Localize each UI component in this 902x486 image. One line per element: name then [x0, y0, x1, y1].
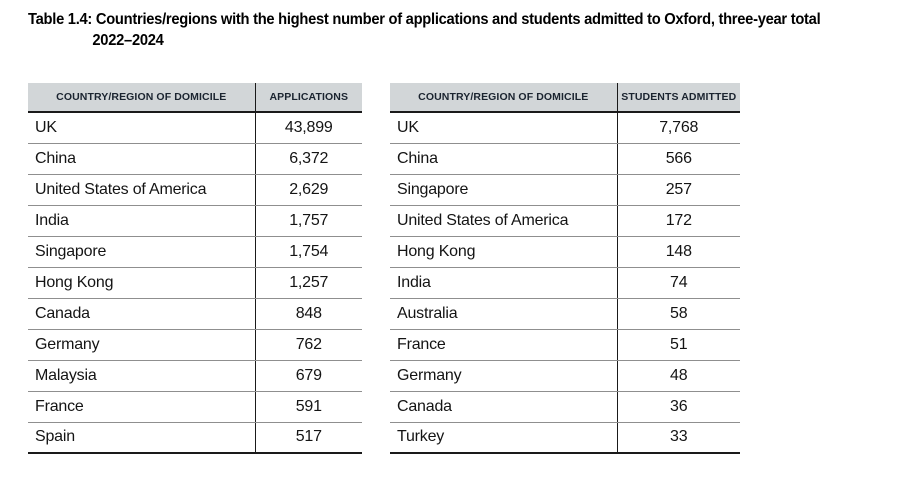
table-row: China 566	[390, 143, 740, 175]
table-row: United States of America 2,629	[28, 174, 362, 206]
table-row: China 6,372	[28, 143, 362, 175]
value-cell: 566	[616, 143, 740, 175]
value-cell: 679	[254, 360, 362, 392]
value-cell: 591	[254, 391, 362, 423]
value-cell: 148	[616, 236, 740, 268]
country-cell: Germany	[390, 360, 617, 392]
value-cell: 58	[616, 298, 740, 330]
column-header-students-admitted: STUDENTS ADMITTED	[616, 83, 740, 113]
table-caption: Table 1.4: Countries/regions with the hi…	[28, 9, 821, 51]
applications-table-header-row: COUNTRY/REGION OF DOMICILE APPLICATIONS	[28, 83, 362, 113]
table-row: Singapore 257	[390, 174, 740, 206]
country-cell: Canada	[28, 298, 255, 330]
country-cell: Canada	[390, 391, 617, 423]
table-row: UK 43,899	[28, 112, 362, 144]
table-row: France 51	[390, 329, 740, 361]
value-cell: 33	[616, 422, 740, 454]
value-cell: 172	[616, 205, 740, 237]
column-header-country: COUNTRY/REGION OF DOMICILE	[28, 83, 255, 113]
value-cell: 517	[254, 422, 362, 454]
country-cell: India	[390, 267, 617, 299]
table-row: Malaysia 679	[28, 360, 362, 392]
table-row: Hong Kong 148	[390, 236, 740, 268]
table-row: Germany 48	[390, 360, 740, 392]
table-caption-line1: Table 1.4: Countries/regions with the hi…	[28, 11, 821, 28]
students-admitted-table: COUNTRY/REGION OF DOMICILE STUDENTS ADMI…	[390, 83, 740, 454]
country-cell: Hong Kong	[28, 267, 255, 299]
country-cell: Malaysia	[28, 360, 255, 392]
table-row: Spain 517	[28, 422, 362, 454]
value-cell: 51	[616, 329, 740, 361]
value-cell: 1,754	[254, 236, 362, 268]
table-row: Germany 762	[28, 329, 362, 361]
value-cell: 48	[616, 360, 740, 392]
table-row: Canada 36	[390, 391, 740, 423]
value-cell: 848	[254, 298, 362, 330]
value-cell: 43,899	[254, 112, 362, 144]
table-row: Turkey 33	[390, 422, 740, 454]
table-row: France 591	[28, 391, 362, 423]
value-cell: 1,757	[254, 205, 362, 237]
value-cell: 74	[616, 267, 740, 299]
country-cell: China	[390, 143, 617, 175]
country-cell: Turkey	[390, 422, 617, 454]
country-cell: Australia	[390, 298, 617, 330]
table-row: UK 7,768	[390, 112, 740, 144]
country-cell: UK	[28, 112, 255, 144]
country-cell: India	[28, 205, 255, 237]
value-cell: 1,257	[254, 267, 362, 299]
country-cell: China	[28, 143, 255, 175]
country-cell: United States of America	[390, 205, 617, 237]
country-cell: United States of America	[28, 174, 255, 206]
country-cell: UK	[390, 112, 617, 144]
value-cell: 257	[616, 174, 740, 206]
column-header-country: COUNTRY/REGION OF DOMICILE	[390, 83, 617, 113]
applications-table: COUNTRY/REGION OF DOMICILE APPLICATIONS …	[28, 83, 362, 454]
country-cell: Singapore	[390, 174, 617, 206]
value-cell: 762	[254, 329, 362, 361]
table-row: Hong Kong 1,257	[28, 267, 362, 299]
country-cell: Germany	[28, 329, 255, 361]
table-row: India 74	[390, 267, 740, 299]
column-header-applications: APPLICATIONS	[254, 83, 362, 113]
table-row: Australia 58	[390, 298, 740, 330]
country-cell: Singapore	[28, 236, 255, 268]
value-cell: 7,768	[616, 112, 740, 144]
table-row: Singapore 1,754	[28, 236, 362, 268]
value-cell: 6,372	[254, 143, 362, 175]
value-cell: 36	[616, 391, 740, 423]
table-row: United States of America 172	[390, 205, 740, 237]
country-cell: Spain	[28, 422, 255, 454]
country-cell: Hong Kong	[390, 236, 617, 268]
students-admitted-table-header-row: COUNTRY/REGION OF DOMICILE STUDENTS ADMI…	[390, 83, 740, 113]
table-row: Canada 848	[28, 298, 362, 330]
country-cell: France	[28, 391, 255, 423]
table-row: India 1,757	[28, 205, 362, 237]
table-caption-line2: 2022–2024	[92, 32, 164, 49]
country-cell: France	[390, 329, 617, 361]
value-cell: 2,629	[254, 174, 362, 206]
